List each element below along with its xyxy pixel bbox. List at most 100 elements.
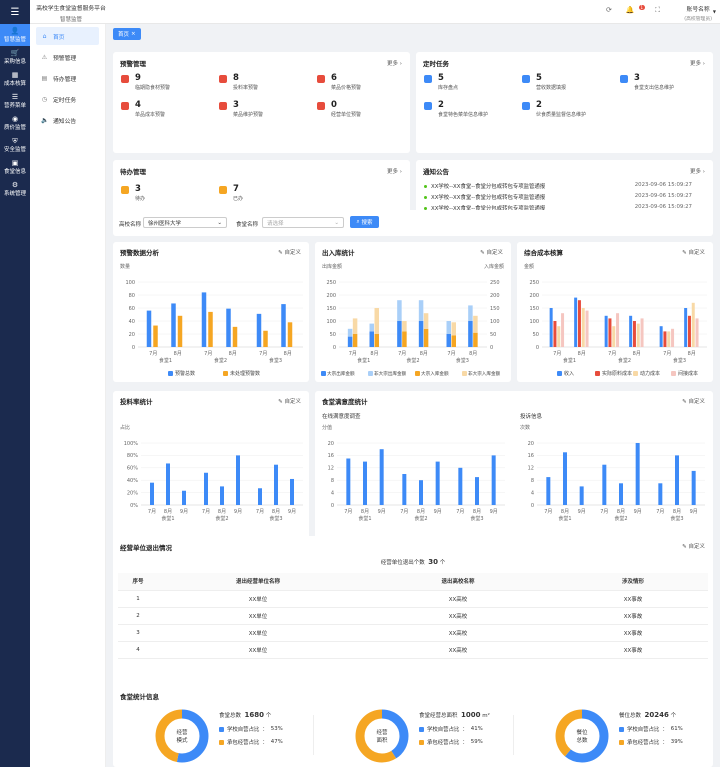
x-tick-label: 8月: [284, 351, 292, 357]
warning-stat[interactable]: 8 投料率预警: [219, 74, 258, 91]
table-cell: XX高校: [358, 624, 558, 642]
y-tick-label-right: 0: [490, 345, 493, 351]
stat-label: 营收数据填报: [536, 85, 567, 91]
tasks-stat[interactable]: 5 库存盘点: [424, 74, 458, 91]
app-subtitle: 智慧监管: [59, 17, 82, 23]
y-tick-label: 150: [529, 306, 539, 312]
x-tick-label: 8月: [673, 509, 681, 515]
sidebar-item-4[interactable]: 🔈 通知公告: [36, 111, 99, 129]
card-title: 待办管理: [120, 168, 146, 176]
school-select[interactable]: 徐州医科大学 ⌄: [143, 217, 227, 228]
bar: [208, 311, 213, 347]
breadcrumb-tab[interactable]: 首页 ×: [113, 28, 141, 40]
y-tick-label: 50: [330, 332, 336, 338]
customize-link[interactable]: ✎ 自定义: [278, 399, 301, 405]
table-cell: 2: [118, 607, 158, 625]
stat-label: 菜品价格预警: [331, 85, 362, 91]
bar: [475, 477, 479, 505]
sidebar-item-3[interactable]: ◷ 定时任务: [36, 90, 99, 108]
more-link[interactable]: 更多 ›: [387, 61, 402, 67]
y-tick-label: 50: [533, 332, 539, 338]
donut-group: 经营 面积 食堂经营总面积 1000 m² 学校自营占比： 41% 承包经营占比： 59%: [353, 707, 490, 767]
bell-icon[interactable]: 🔔 1: [625, 5, 646, 14]
chart-title: 预警数据分析: [120, 248, 160, 257]
notice-item[interactable]: XX学校--XX食堂--食堂分包或转包专项监管通报 2023-09-06 15:0…: [424, 204, 692, 212]
chevron-down-icon: ⌄: [334, 219, 339, 226]
bar: [363, 461, 367, 505]
x-tick-label: 8月: [633, 351, 641, 357]
bar: [232, 326, 238, 347]
chevron-down-icon: ⌄: [217, 219, 222, 226]
warning-stat[interactable]: 9 临期隐食材预警: [121, 74, 170, 91]
customize-link[interactable]: ✎ 自定义: [278, 250, 301, 256]
customize-link[interactable]: ✎ 自定义: [682, 250, 705, 256]
y-tick-label: 250: [529, 280, 539, 286]
todo-stat[interactable]: 3 待办: [121, 185, 145, 202]
more-link[interactable]: 更多 ›: [387, 169, 402, 175]
close-icon[interactable]: ×: [131, 31, 136, 37]
warning-stat[interactable]: 6 菜品价格预警: [317, 74, 361, 91]
table-cell: XX单位: [158, 590, 358, 608]
y-tick-label: 8: [331, 478, 334, 484]
more-link[interactable]: 更多 ›: [690, 61, 705, 67]
x-tick-label: 9月: [180, 509, 188, 515]
tasks-stat[interactable]: 2 伙食质量监督信息维护: [522, 101, 586, 118]
rail-item-7[interactable]: ⚙ 系统管理: [0, 178, 30, 200]
sidebar-label: 预警管理: [53, 55, 77, 62]
todo-stat[interactable]: 7 已办: [219, 185, 243, 202]
warning-stat[interactable]: 0 经营单位预警: [317, 101, 361, 118]
notice-text: XX学校--XX食堂--食堂分包或转包专项监管通报: [431, 206, 546, 212]
stat-number: 6: [331, 73, 337, 83]
notice-time: 2023-09-06 15:09:27: [634, 182, 692, 188]
menu-toggle-icon[interactable]: ☰: [10, 6, 20, 18]
x-tick-label: 7月: [400, 509, 408, 515]
x-tick-label: 8月: [578, 351, 586, 357]
bar: [146, 310, 152, 347]
sidebar-label: 首页: [53, 34, 65, 41]
search-button[interactable]: ⌕ 搜索: [350, 216, 379, 228]
rail-item-4[interactable]: ◉ 质价监管: [0, 112, 30, 134]
customize-link[interactable]: ✎ 自定义: [480, 250, 503, 256]
tasks-stat[interactable]: 3 食堂支出信息维护: [620, 74, 674, 91]
bar: [256, 313, 262, 347]
rail-item-2[interactable]: ▦ 成本核算: [0, 68, 30, 90]
bar: [226, 308, 231, 347]
sidebar-item-2[interactable]: ▤ 待办管理: [36, 69, 99, 87]
refresh-icon[interactable]: ⟳: [605, 6, 612, 14]
stat-label: 食堂支出信息维护: [634, 85, 675, 91]
bar: [281, 304, 286, 347]
group-label: 食堂3: [670, 515, 683, 522]
rail-item-6[interactable]: ▣ 食堂信息: [0, 156, 30, 178]
fullscreen-icon[interactable]: ⛶: [655, 6, 660, 14]
bar: [418, 300, 424, 321]
tasks-stat[interactable]: 2 食堂特色菜单信息维护: [424, 101, 488, 118]
rail-item-0[interactable]: 👤 智慧监管: [0, 24, 30, 46]
sidebar-item-1[interactable]: ⚠ 预警管理: [36, 48, 99, 66]
canteen-select[interactable]: 请选择 ⌄: [262, 217, 344, 228]
tasks-item-icon: [424, 102, 432, 110]
warning-stat[interactable]: 4 单品成本预警: [121, 101, 165, 118]
x-tick-label: 9月: [434, 509, 442, 515]
tasks-stat[interactable]: 5 营收数据填报: [522, 74, 566, 91]
warning-stat[interactable]: 3 菜品维护预警: [219, 101, 263, 118]
rail-item-5[interactable]: ⛨ 安全监管: [0, 134, 30, 156]
card-title: 通知公告: [423, 168, 449, 176]
more-link[interactable]: 更多 ›: [690, 169, 705, 175]
legend-swatch: [168, 371, 173, 376]
bar: [629, 315, 633, 347]
stat-label: 待办: [135, 196, 146, 202]
rail-item-3[interactable]: ☰ 营养菜单: [0, 90, 30, 112]
bar: [201, 292, 207, 347]
y-tick-label: 40%: [127, 478, 138, 484]
sidebar: ⌂ 首页 ⚠ 预警管理 ▤ 待办管理 ◷ 定时任务 🔈 通知公告: [30, 24, 106, 767]
sidebar-item-0[interactable]: ⌂ 首页: [36, 27, 99, 45]
y-tick-label: 200: [326, 293, 336, 299]
customize-link[interactable]: ✎ 自定义: [682, 544, 705, 550]
notice-item[interactable]: XX学校--XX食堂--食堂分包或转包专项监管通报 2023-09-06 15:0…: [424, 193, 692, 201]
rail-item-1[interactable]: 🛒 采购信息: [0, 46, 30, 68]
notice-item[interactable]: XX学校--XX食堂--食堂分包或转包专项监管通报 2023-09-06 15:0…: [424, 182, 692, 190]
user-menu[interactable]: 账号名称 (高校管理员) ▼: [684, 4, 716, 22]
customize-link[interactable]: ✎ 自定义: [682, 399, 705, 405]
column-header: 序号: [118, 573, 158, 591]
